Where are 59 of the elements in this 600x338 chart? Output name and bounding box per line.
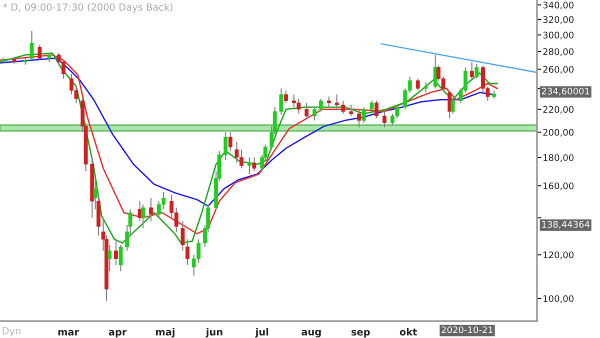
y-tick-label: 160,00 xyxy=(544,182,574,190)
candlestick xyxy=(30,30,34,61)
x-tick-label: jul xyxy=(255,328,268,338)
y-tick-label: 220,00 xyxy=(543,106,574,114)
candlestick xyxy=(341,100,346,114)
text: 138,44364 xyxy=(542,220,590,229)
x-tick-label: apr xyxy=(108,330,127,338)
text: Dyn xyxy=(2,327,20,336)
candlestick xyxy=(279,88,284,116)
y-tick-label: 320,00 xyxy=(543,16,574,24)
candlestick xyxy=(470,61,474,80)
candlestick xyxy=(141,204,145,229)
x-tick-label: mar xyxy=(58,330,80,336)
x-tick-label: aug xyxy=(302,330,321,338)
x-tick-label: okt xyxy=(400,328,417,336)
y-tick-label: 300,00 xyxy=(543,32,574,40)
candlestick xyxy=(448,90,452,119)
candlestick xyxy=(474,63,479,80)
candlestick xyxy=(370,100,374,112)
candlestick xyxy=(186,238,190,266)
candlestick xyxy=(304,102,309,119)
x-tick-label: jun xyxy=(206,328,222,338)
candlestick xyxy=(416,78,420,92)
y-tick-label: 340,00 xyxy=(543,2,574,10)
y-tick-label: 280,00 xyxy=(543,48,574,56)
candlestick xyxy=(450,98,455,114)
candlestick xyxy=(108,244,112,272)
candlestick xyxy=(312,106,317,122)
y-tick-label: 100,00 xyxy=(544,295,574,303)
candlestick xyxy=(224,132,228,161)
chart-title: * D, 09:00-17:30 (2000 Days Back) xyxy=(2,3,172,13)
y-tick-label: 120,00 xyxy=(544,251,574,260)
candlestick xyxy=(138,200,142,222)
candlestick xyxy=(118,244,123,272)
candlestick xyxy=(252,156,256,172)
candlestick xyxy=(284,90,288,104)
candlestick xyxy=(362,106,366,124)
x-tick-label: sep xyxy=(351,330,370,338)
candlestick xyxy=(382,110,386,128)
candlestick xyxy=(228,132,232,152)
candlestick xyxy=(374,100,378,119)
y-tick-label: 260,00 xyxy=(543,66,574,74)
candlestick xyxy=(357,108,362,128)
candlestick xyxy=(180,220,185,252)
x-tick-label: maj xyxy=(156,328,174,338)
candlestick xyxy=(424,82,428,94)
text: 234,60001 xyxy=(542,88,590,96)
candlestick xyxy=(349,104,354,117)
candlestick xyxy=(38,44,42,61)
candlestick xyxy=(334,94,339,110)
candlestick xyxy=(318,98,323,112)
y-tick-label: 180,00 xyxy=(544,154,574,162)
candlestick xyxy=(433,54,438,90)
candlestick xyxy=(326,96,331,108)
y-tick-label: 200,00 xyxy=(543,128,574,137)
candlestick xyxy=(148,197,153,222)
text: 2020-10-21 xyxy=(442,326,493,334)
candlestick xyxy=(114,238,118,266)
candlestick xyxy=(247,156,252,175)
